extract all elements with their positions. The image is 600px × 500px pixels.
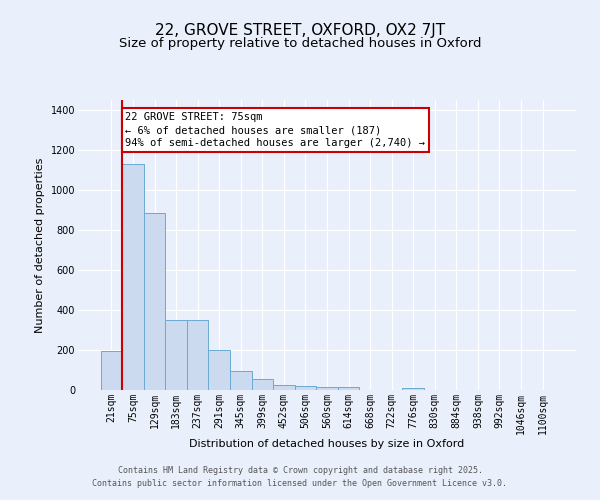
Bar — [101, 351, 122, 390]
Bar — [144, 213, 166, 390]
Bar — [122, 164, 144, 390]
Bar — [251, 378, 273, 390]
Bar — [295, 386, 316, 390]
Bar — [208, 350, 230, 390]
Bar — [403, 388, 424, 390]
Bar — [338, 386, 359, 390]
Bar — [187, 320, 208, 390]
Text: Contains HM Land Registry data © Crown copyright and database right 2025.
Contai: Contains HM Land Registry data © Crown c… — [92, 466, 508, 487]
Bar — [166, 320, 187, 390]
Bar — [316, 386, 338, 390]
Text: Size of property relative to detached houses in Oxford: Size of property relative to detached ho… — [119, 38, 481, 51]
Text: 22, GROVE STREET, OXFORD, OX2 7JT: 22, GROVE STREET, OXFORD, OX2 7JT — [155, 22, 445, 38]
Bar — [230, 372, 251, 390]
Bar — [273, 385, 295, 390]
X-axis label: Distribution of detached houses by size in Oxford: Distribution of detached houses by size … — [190, 440, 464, 450]
Y-axis label: Number of detached properties: Number of detached properties — [35, 158, 45, 332]
Text: 22 GROVE STREET: 75sqm
← 6% of detached houses are smaller (187)
94% of semi-det: 22 GROVE STREET: 75sqm ← 6% of detached … — [125, 112, 425, 148]
